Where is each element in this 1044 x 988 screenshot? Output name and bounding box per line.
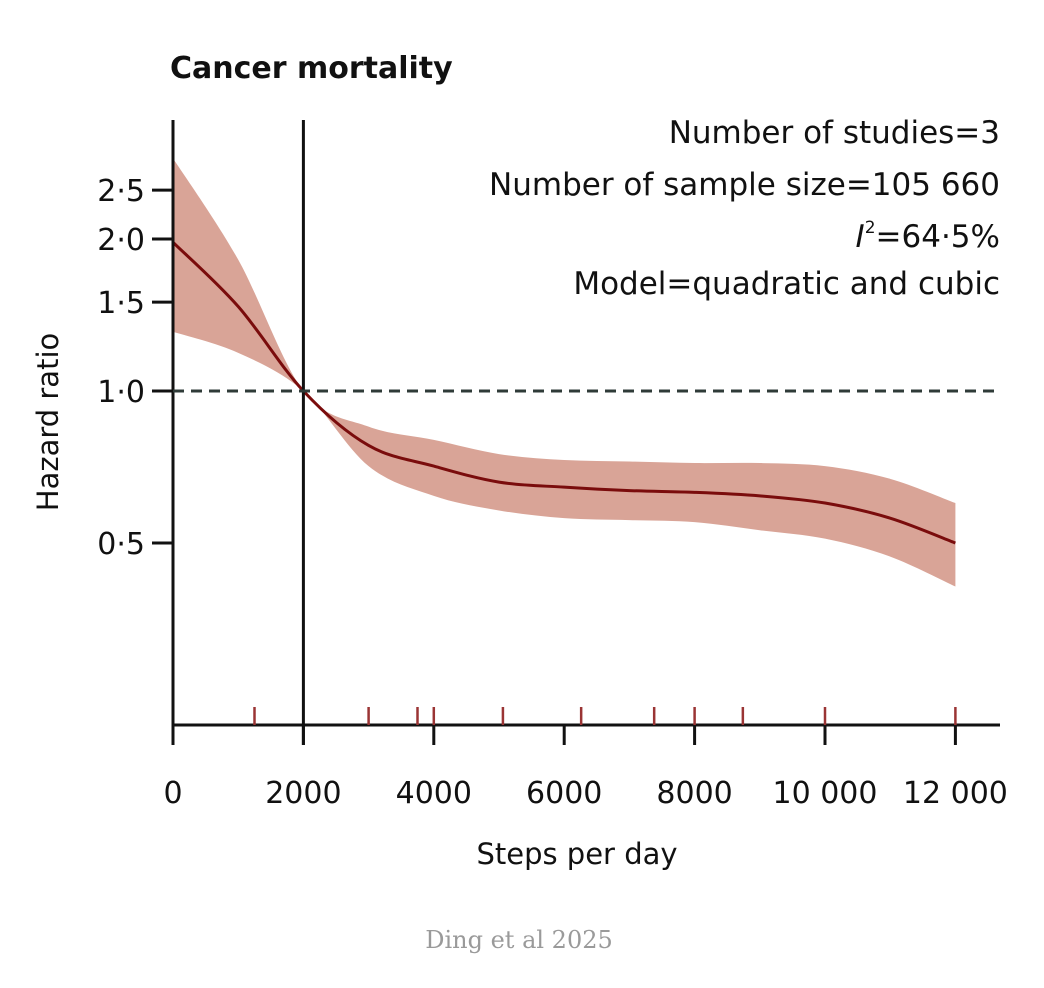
i2-value: =64·5% <box>876 219 1000 255</box>
i2-symbol: I <box>856 219 865 255</box>
i2-superscript: 2 <box>865 218 876 238</box>
y-tick-label: 2·5 <box>97 174 145 209</box>
x-tick-label: 6000 <box>526 776 602 811</box>
caption: Ding et al 2025 <box>425 926 613 954</box>
y-tick-label: 0·5 <box>97 527 145 562</box>
annotation-sample-size: Number of sample size=105 660 <box>489 167 1000 203</box>
x-tick-label: 10 000 <box>773 776 878 811</box>
chart-title: Cancer mortality <box>170 51 453 86</box>
confidence-band <box>173 158 956 587</box>
y-tick-label: 1·5 <box>97 286 145 321</box>
x-tick-label: 12 000 <box>903 776 1008 811</box>
hazard-ratio-line <box>171 241 956 545</box>
x-tick-label: 0 <box>163 776 182 811</box>
y-axis-label: Hazard ratio <box>31 333 65 511</box>
x-tick-label: 2000 <box>265 776 341 811</box>
annotation-i2: I2=64·5% <box>856 218 1000 255</box>
annotation-model: Model=quadratic and cubic <box>573 266 1000 302</box>
x-tick-label: 8000 <box>656 776 732 811</box>
x-axis-label: Steps per day <box>476 837 677 871</box>
x-tick-label: 4000 <box>396 776 472 811</box>
annotation-studies: Number of studies=3 <box>669 115 1000 151</box>
y-tick-label: 1·0 <box>97 375 145 410</box>
y-tick-label: 2·0 <box>97 223 145 258</box>
